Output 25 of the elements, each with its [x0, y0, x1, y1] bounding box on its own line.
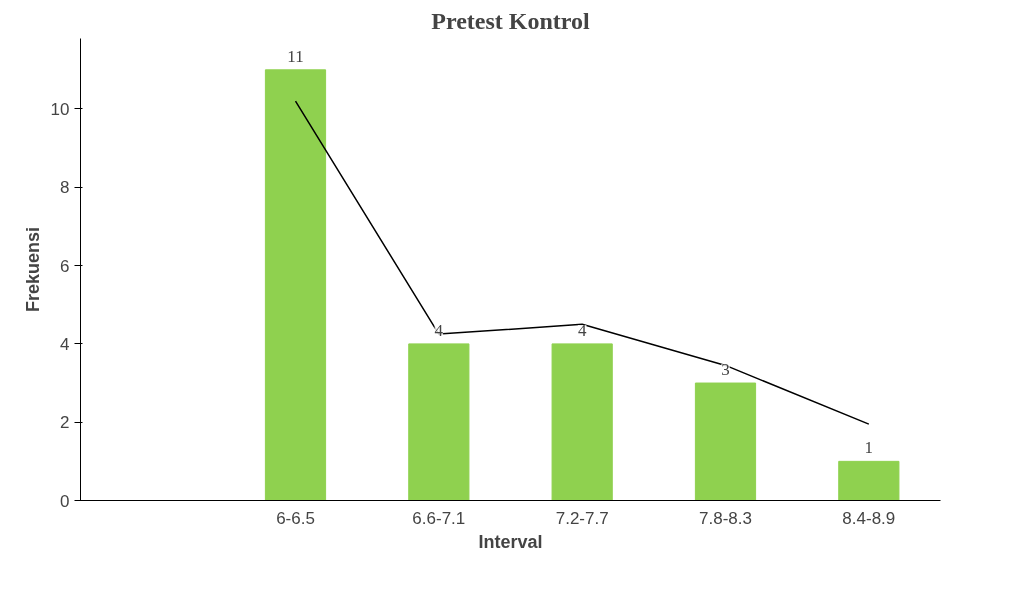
y-tick-label: 8: [60, 178, 70, 198]
bar: [408, 343, 470, 501]
y-tick-label: 10: [50, 99, 70, 119]
data-label: 1: [864, 438, 874, 458]
x-tick-label: 7.2-7.7: [555, 508, 609, 528]
data-label: 3: [721, 360, 730, 380]
bar: [694, 382, 757, 501]
y-tick-label: 4: [60, 334, 70, 354]
bar: [264, 69, 327, 501]
x-tick-label: 6.6-7.1: [412, 508, 466, 528]
y-tick-label: 6: [60, 256, 70, 276]
y-tick-label: 2: [60, 413, 70, 433]
x-axis-title: Interval: [478, 531, 543, 552]
x-tick-label: 6-6.5: [276, 508, 315, 528]
data-label: 4: [434, 320, 444, 340]
line-series: [294, 100, 870, 425]
x-tick-label: 7.8-8.3: [699, 508, 752, 528]
bar: [838, 460, 900, 501]
data-label: 4: [577, 320, 587, 340]
chart-title: Pretest Kontrol: [431, 7, 591, 34]
y-axis-title: Frekuensi: [22, 226, 43, 313]
data-label: 11: [287, 46, 304, 66]
x-tick-label: 8.4-8.9: [842, 508, 896, 528]
y-tick-label: 0: [60, 491, 70, 511]
bar: [551, 343, 613, 501]
